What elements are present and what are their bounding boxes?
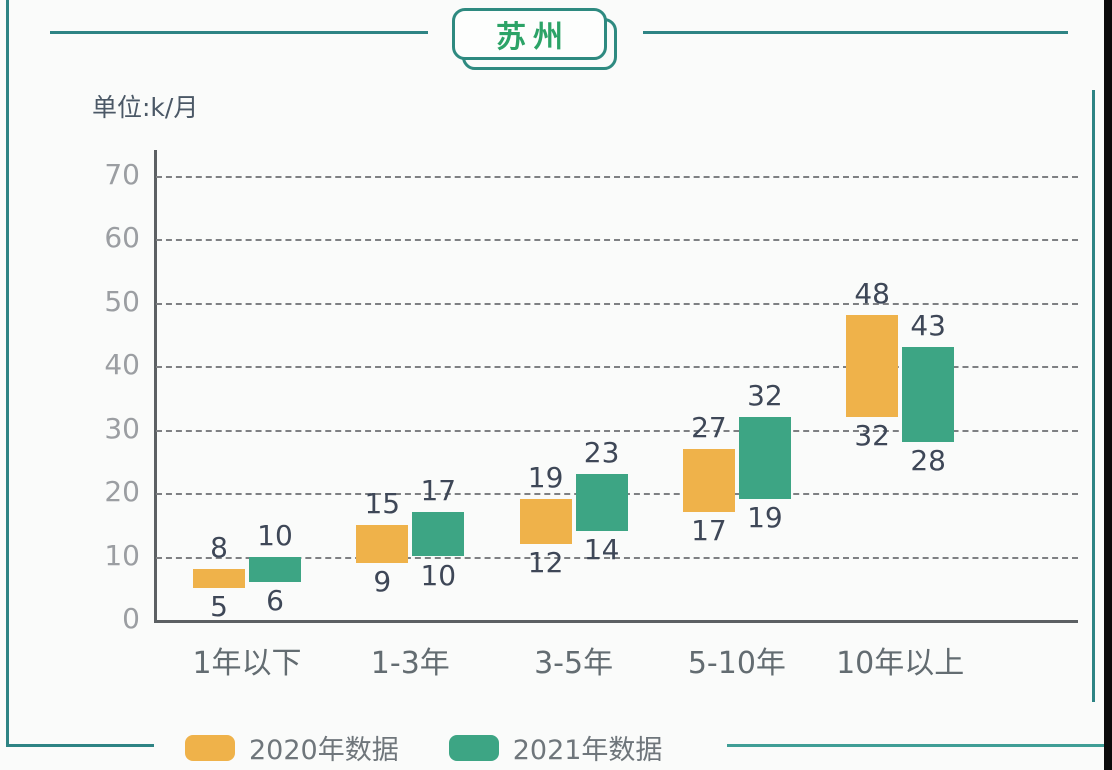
bar-2021年数据-10年以上 — [902, 346, 955, 443]
min-value-label-2021年数据-5-10年: 19 — [747, 501, 783, 535]
legend-label-2020: 2020年数据 — [249, 735, 399, 766]
min-value-label-2021年数据-3-5年: 14 — [583, 533, 620, 567]
bar-2021年数据-1-3年 — [412, 512, 465, 557]
max-value-label-2020年数据-1年以下: 8 — [210, 531, 228, 565]
chart-legend: 2020年数据 2021年数据 — [185, 728, 712, 767]
y-tick-label-10: 10 — [104, 538, 140, 572]
bar-2020年数据-5-10年 — [682, 448, 735, 513]
x-axis-label-3-5年: 3-5年 — [534, 646, 614, 681]
y-tick-label-60: 60 — [104, 221, 140, 254]
gridline-50 — [156, 302, 1078, 305]
gridline-10 — [156, 556, 1078, 559]
x-axis-baseline — [154, 620, 1078, 623]
max-value-label-2021年数据-5-10年: 32 — [747, 378, 783, 412]
max-value-label-2021年数据-1年以下: 10 — [257, 518, 293, 552]
legend-item-2020: 2020年数据 — [185, 728, 399, 767]
x-axis-label-1-3年: 1-3年 — [370, 646, 450, 681]
badge-card: 苏州 — [452, 8, 607, 60]
bar-2021年数据-5-10年 — [738, 416, 791, 500]
max-value-label-2020年数据-10年以上: 48 — [854, 277, 890, 311]
bar-2020年数据-1-3年 — [356, 524, 409, 563]
card-border-top-left-segment — [50, 31, 428, 34]
x-axis-label-10年以上: 10年以上 — [836, 646, 965, 681]
y-tick-label-70: 70 — [104, 157, 140, 191]
gridline-60 — [156, 239, 1078, 241]
min-value-label-2020年数据-1年以下: 5 — [210, 590, 228, 624]
city-title-badge: 苏州 — [452, 8, 622, 76]
y-axis-unit-label: 单位:k/月 — [92, 93, 199, 122]
bar-2020年数据-3-5年 — [519, 499, 572, 544]
page-title: 苏州 — [496, 20, 570, 55]
bar-2020年数据-10年以上 — [846, 315, 899, 417]
y-tick-label-0: 0 — [122, 602, 140, 635]
bar-2021年数据-1年以下 — [249, 556, 301, 582]
card-border-left — [6, 0, 9, 746]
y-tick-label-20: 20 — [104, 475, 140, 508]
max-value-label-2020年数据-5-10年: 27 — [691, 410, 727, 444]
legend-item-2021: 2021年数据 — [448, 728, 663, 767]
y-tick-label-30: 30 — [104, 411, 140, 445]
max-value-label-2020年数据-1-3年: 15 — [364, 486, 401, 520]
min-value-label-2021年数据-10年以上: 28 — [910, 444, 946, 478]
x-axis-label-5-10年: 5-10年 — [687, 646, 786, 681]
gridline-40 — [156, 366, 1078, 368]
min-value-label-2021年数据-1-3年: 10 — [420, 558, 457, 592]
min-value-label-2020年数据-10年以上: 32 — [854, 418, 890, 452]
y-tick-label-50: 50 — [104, 284, 140, 318]
min-value-label-2020年数据-3-5年: 12 — [527, 545, 564, 579]
y-axis-line — [154, 150, 157, 622]
legend-swatch-2020 — [185, 734, 235, 761]
legend-label-2021: 2021年数据 — [512, 735, 663, 766]
min-value-label-2020年数据-1-3年: 9 — [373, 564, 392, 598]
legend-swatch-2021 — [448, 734, 499, 761]
bar-2021年数据-3-5年 — [575, 473, 628, 532]
x-axis-label-1年以下: 1年以下 — [192, 646, 302, 681]
y-tick-label-40: 40 — [104, 348, 140, 381]
card-border-right — [1092, 90, 1095, 702]
min-value-label-2021年数据-1年以下: 6 — [266, 583, 284, 617]
card-border-top-right-segment — [643, 31, 1068, 34]
card-border-bottom-left-segment — [6, 744, 154, 747]
max-value-label-2021年数据-3-5年: 23 — [583, 435, 620, 469]
gridline-70 — [156, 175, 1078, 178]
gridline-30 — [156, 429, 1078, 432]
bar-2020年数据-1年以下 — [193, 569, 245, 589]
card-border-bottom-right-segment — [727, 744, 1104, 747]
screenshot-right-black-strip — [1104, 0, 1112, 770]
max-value-label-2020年数据-3-5年: 19 — [527, 461, 564, 495]
max-value-label-2021年数据-10年以上: 43 — [910, 308, 946, 342]
max-value-label-2021年数据-1-3年: 17 — [420, 474, 457, 508]
min-value-label-2020年数据-5-10年: 17 — [691, 514, 727, 548]
